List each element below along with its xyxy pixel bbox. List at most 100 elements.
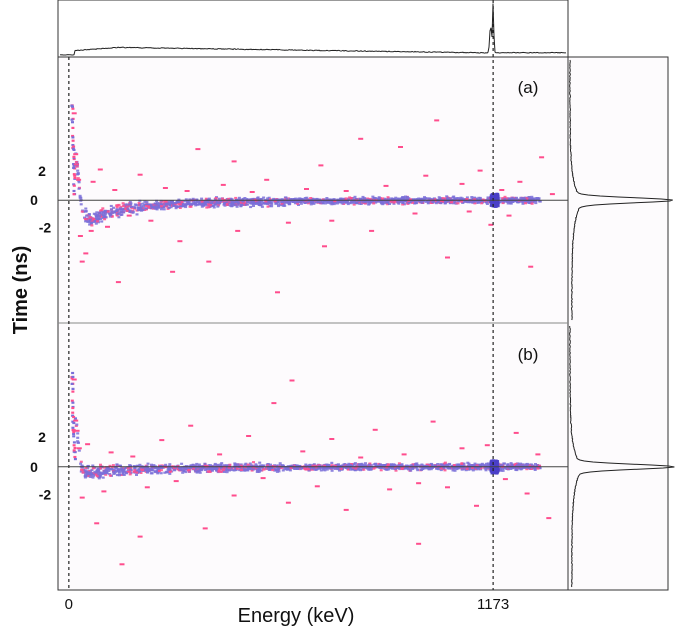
panel-b-band-point bbox=[98, 471, 102, 474]
panel-a-band-point bbox=[155, 201, 159, 205]
panel-a-band-point bbox=[357, 200, 361, 203]
panel-a-band-point bbox=[346, 197, 350, 200]
panel-b-peak-point bbox=[491, 469, 494, 472]
panel-b-band-point bbox=[79, 460, 83, 463]
panel-a-band-point bbox=[184, 205, 188, 209]
panel-a-outlier-point bbox=[383, 184, 389, 187]
panel-a-band-point bbox=[477, 196, 481, 199]
panel-b-band-point bbox=[229, 467, 233, 470]
panel-a-band-point bbox=[88, 221, 92, 224]
panel-b-band-point bbox=[93, 470, 97, 473]
panel-b-outlier-point bbox=[546, 517, 552, 520]
panel-b-band-point bbox=[187, 469, 191, 472]
panel-b-band-point bbox=[163, 471, 167, 474]
panel-b-band-point bbox=[336, 464, 340, 467]
panel-b-outlier-point bbox=[71, 378, 77, 381]
panel-a-band-point bbox=[388, 202, 391, 205]
panel-a-band-point bbox=[344, 197, 348, 200]
panel-a-band-point bbox=[159, 203, 163, 206]
panel-a-band-point bbox=[115, 209, 119, 212]
panel-b-band-point bbox=[286, 466, 290, 470]
panel-a-band-point bbox=[453, 200, 457, 203]
panel-b-band-point bbox=[516, 464, 520, 467]
panel-b-band-point bbox=[210, 469, 214, 472]
panel-a-band-point bbox=[521, 201, 525, 204]
panel-a-band-point bbox=[235, 205, 239, 208]
panel-a-band-point bbox=[502, 199, 506, 202]
panel-a-tail-point bbox=[72, 155, 76, 158]
panel-a-band-point bbox=[83, 217, 87, 221]
panel-a-band-point bbox=[321, 201, 325, 204]
panel-a-band-point bbox=[252, 204, 255, 207]
panel-b-band-point bbox=[121, 468, 125, 471]
panel-b-band-point bbox=[121, 470, 125, 473]
panel-b-tail-point bbox=[70, 399, 74, 402]
panel-b-band-point bbox=[262, 468, 266, 471]
panel-a-band-point bbox=[303, 201, 307, 204]
panel-b-peak-point bbox=[494, 459, 498, 462]
panel-b-band-point bbox=[485, 466, 489, 469]
panel-a-band-point bbox=[109, 204, 113, 208]
panel-a-band-point bbox=[100, 220, 104, 223]
panel-b-band-point bbox=[379, 469, 383, 472]
panel-b-band-point bbox=[139, 471, 143, 474]
panel-b-band-point bbox=[217, 470, 221, 473]
panel-a-band-point bbox=[352, 203, 356, 206]
panel-a-band-point bbox=[375, 200, 379, 203]
panel-b-band-point bbox=[319, 469, 323, 472]
panel-a-band-point bbox=[401, 203, 405, 206]
panel-b-band-point bbox=[111, 464, 115, 467]
panel-b-tail-point bbox=[71, 414, 75, 417]
panel-b-tail-point bbox=[73, 458, 77, 461]
panel-b-band-point bbox=[74, 424, 78, 427]
panel-a-band-point bbox=[207, 206, 211, 209]
panel-a-outlier-point bbox=[488, 223, 494, 226]
panel-a-band-point bbox=[174, 207, 178, 210]
panel-a-band-point bbox=[266, 205, 270, 208]
panel-a-band-point bbox=[102, 211, 105, 214]
panel-b-peak-point bbox=[496, 467, 499, 470]
panel-b-band-point bbox=[232, 469, 236, 472]
panel-a-band-point bbox=[332, 198, 336, 201]
panel-b-band-point bbox=[353, 468, 357, 471]
panel-a-band-point bbox=[466, 200, 470, 204]
panel-b-band-point bbox=[487, 463, 491, 466]
panel-a-band-point bbox=[535, 197, 539, 201]
panel-b-band-point bbox=[528, 466, 532, 469]
panel-a-band-point bbox=[452, 202, 455, 205]
panel-b-band-point bbox=[476, 466, 480, 469]
panel-b-peak-point bbox=[496, 469, 500, 472]
panel-b-band-point bbox=[150, 463, 153, 466]
panel-b-band-point bbox=[440, 463, 444, 466]
panel-b-band-point bbox=[239, 468, 243, 471]
panel-b-band-point bbox=[321, 466, 325, 469]
panel-b-band-point bbox=[110, 466, 114, 469]
panel-b-band-point bbox=[465, 467, 469, 470]
panel-a-band-point bbox=[128, 204, 132, 207]
panel-b-band-point bbox=[234, 463, 237, 466]
panel-b-outlier-point bbox=[108, 451, 114, 454]
panel-a-band-point bbox=[138, 203, 142, 206]
panel-a-band-point bbox=[75, 173, 79, 176]
panel-a-band-point bbox=[227, 197, 231, 200]
panel-a-tail-point bbox=[71, 136, 75, 139]
panel-a-band-point bbox=[501, 201, 505, 205]
panel-a-band-point bbox=[243, 197, 247, 200]
panel-b-band-point bbox=[451, 469, 455, 472]
panel-b-outlier-point bbox=[372, 428, 378, 431]
panel-b-band-point bbox=[260, 466, 264, 469]
panel-a-outlier-point bbox=[358, 137, 364, 140]
panel-a-band-point bbox=[481, 198, 485, 201]
panel-a-band-point bbox=[108, 215, 112, 218]
panel-a-band-point bbox=[95, 211, 99, 214]
panel-a-band-point bbox=[77, 187, 81, 190]
panel-b-band-point bbox=[526, 463, 530, 466]
panel-b-band-point bbox=[235, 467, 239, 470]
panel-a-outlier-point bbox=[322, 245, 327, 248]
panel-b-band-point bbox=[89, 475, 93, 478]
panel-a-band-point bbox=[287, 201, 290, 204]
panel-b-band-point bbox=[75, 423, 79, 426]
panel-b-band-point bbox=[390, 464, 394, 467]
panel-b-outlier-point bbox=[79, 496, 85, 499]
panel-b-band-point bbox=[77, 449, 81, 452]
